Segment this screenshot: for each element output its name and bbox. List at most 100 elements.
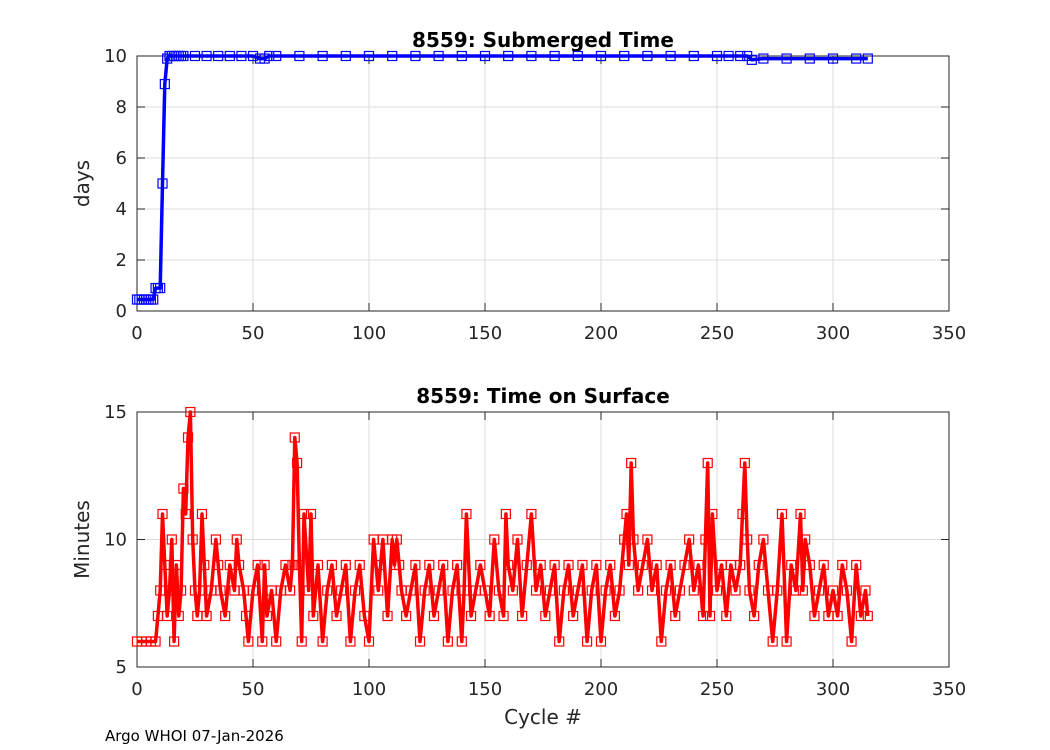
surface-data-point [289, 432, 300, 443]
submerged-x-tick-label: 0 [131, 323, 142, 344]
surface-x-tick-label: 100 [352, 679, 386, 700]
surface-data-point [401, 610, 412, 622]
surface-data-point [171, 559, 182, 571]
surface-data-point [213, 559, 224, 571]
surface-data-point [563, 559, 574, 571]
surface-data-point [345, 636, 356, 647]
surface-data-point [210, 534, 221, 545]
surface-data-point [375, 559, 386, 571]
surface-data-point [600, 585, 611, 596]
surface-data-point [259, 559, 270, 571]
surface-data-point [749, 610, 760, 622]
surface-data-point [391, 534, 402, 545]
submerged-data-point [189, 50, 201, 62]
surface-data-point [851, 559, 862, 571]
surface-data-point [291, 457, 303, 469]
surface-data-point [461, 508, 472, 520]
submerged-x-tick-label: 350 [932, 323, 966, 344]
surface-data-point [475, 559, 486, 571]
surface-data-point [489, 534, 500, 545]
surface-data-point [201, 610, 212, 622]
surface-data-point [243, 636, 254, 647]
surface-data-point [790, 585, 801, 596]
submerged-data-point [851, 53, 862, 64]
surface-data-point [776, 508, 788, 520]
surface-data-point [795, 508, 806, 520]
submerged-data-point [503, 50, 514, 62]
surface-data-point [419, 585, 430, 596]
surface-data-point [781, 636, 792, 647]
surface-data-point [572, 585, 583, 596]
surface-data-point [753, 559, 764, 571]
submerged-data-point [264, 50, 275, 62]
submerged-data-point [247, 50, 259, 62]
submerged-plot-area [137, 56, 949, 311]
submerged-x-tick-label: 150 [468, 323, 502, 344]
surface-data-point [767, 636, 778, 647]
surface-data-point [739, 457, 750, 469]
surface-data-point [231, 534, 242, 545]
submerged-data-point [619, 50, 630, 62]
submerged-data-point [213, 50, 224, 62]
submerged-data-point [236, 50, 247, 62]
surface-data-point [280, 559, 291, 571]
submerged-data-point [363, 50, 375, 62]
submerged-data-point [479, 50, 491, 62]
surface-data-point [240, 610, 252, 622]
submerged-data-point [433, 50, 444, 62]
submerged-data-point [758, 53, 769, 64]
submerged-data-point [688, 50, 699, 62]
surface-data-point [737, 508, 748, 520]
surface-data-point [665, 559, 676, 571]
submerged-data-point [526, 50, 537, 62]
surface-data-point [837, 559, 848, 571]
surface-data-point [554, 636, 565, 647]
surface-data-point [704, 610, 716, 622]
surface-data-point [670, 610, 681, 622]
submerged-data-point [735, 50, 746, 62]
surface-data-point [433, 585, 444, 596]
surface-data-point [621, 508, 632, 520]
surface-data-point [298, 508, 310, 520]
surface-series-line [137, 410, 870, 644]
submerged-x-tick-label: 300 [816, 323, 850, 344]
surface-data-point [841, 585, 853, 596]
submerged-y-tick-label: 8 [116, 97, 127, 118]
surface-data-point [500, 508, 511, 520]
surface-data-point [688, 585, 699, 596]
surface-data-point [271, 636, 282, 647]
surface-data-point [414, 636, 426, 647]
surface-data-point [303, 585, 314, 596]
submerged-y-tick-label: 0 [116, 301, 127, 322]
surface-data-point [233, 559, 245, 571]
surface-data-point [382, 610, 393, 622]
surface-x-tick-label: 150 [468, 679, 502, 700]
surface-y-axis-label: Minutes [70, 500, 94, 579]
surface-data-point [187, 534, 198, 545]
surface-data-point [442, 636, 453, 647]
surface-data-point [157, 508, 168, 520]
submerged-data-point [148, 294, 159, 305]
surface-data-point [707, 508, 718, 520]
submerged-x-tick-label: 50 [242, 323, 265, 344]
surface-data-point [711, 585, 723, 596]
surface-data-point [586, 585, 597, 596]
surface-data-point [340, 559, 351, 571]
surface-data-point [581, 636, 593, 647]
submerged-data-point [595, 50, 607, 62]
surface-data-point [860, 585, 871, 596]
surface-data-point [646, 585, 658, 596]
submerged-data-point [178, 50, 189, 62]
surface-data-point [294, 559, 305, 571]
surface-data-point [185, 406, 196, 418]
surface-data-point [285, 585, 296, 596]
submerged-data-point [294, 50, 305, 62]
surface-data-point [809, 610, 820, 622]
surface-x-tick-label: 300 [816, 679, 850, 700]
submerged-data-point [456, 50, 467, 62]
surface-data-point [194, 585, 205, 596]
surface-data-point [693, 559, 704, 571]
submerged-data-point [665, 50, 676, 62]
submerged-y-tick-label: 6 [116, 148, 127, 169]
surface-data-point [697, 610, 709, 622]
